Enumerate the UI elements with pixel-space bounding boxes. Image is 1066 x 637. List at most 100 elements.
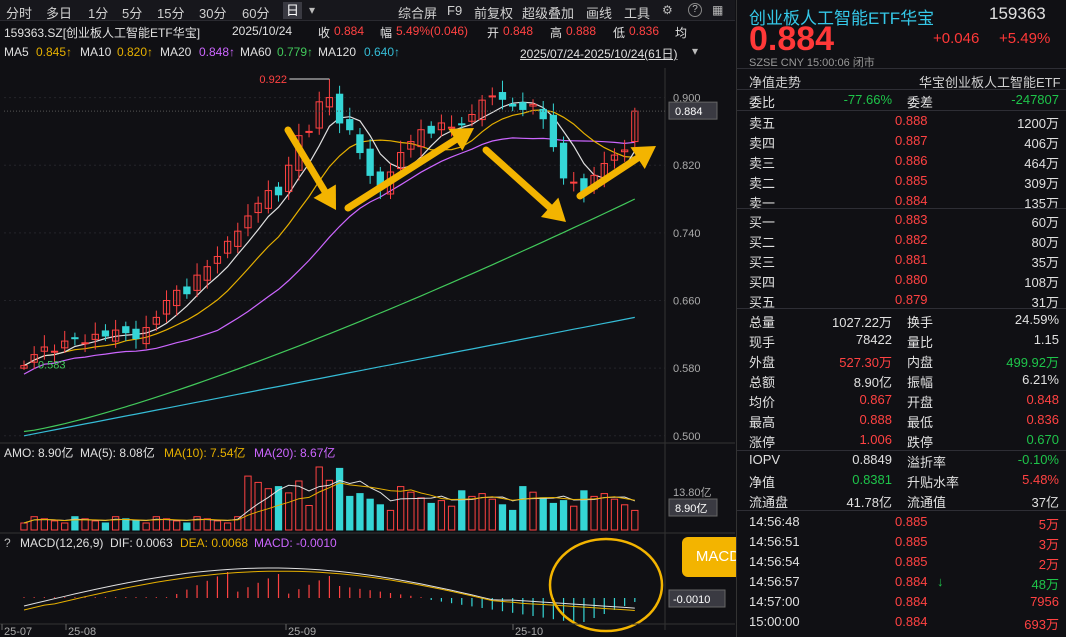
- candle-body: [478, 99, 486, 121]
- candle-body: [101, 330, 110, 337]
- volume-bar: [376, 504, 384, 531]
- ask-row[interactable]: 卖二 0.885 309万: [737, 171, 1066, 191]
- security-name: 创业板人工智能ETF华宝: [749, 9, 935, 28]
- vol-tag-box: [668, 498, 718, 517]
- bid-row[interactable]: 买三 0.881 35万: [737, 250, 1066, 270]
- price-change: +0.046: [933, 30, 980, 47]
- layout-icon[interactable]: ▦: [712, 3, 724, 17]
- macd-tag-box: [668, 589, 726, 608]
- stat-row: 净值 0.8381 升贴水率 5.48%: [737, 470, 1066, 490]
- period-tab[interactable]: 多日: [46, 6, 73, 21]
- high-mark-label: 0.922: [259, 74, 287, 86]
- stat-row: 总量 1027.22万 换手 24.59%: [737, 310, 1066, 330]
- stat-value: 8.90亿: [853, 375, 892, 390]
- volume-bar: [132, 520, 140, 531]
- bid-row[interactable]: 买二 0.882 80万: [737, 230, 1066, 250]
- volume-bar: [631, 509, 639, 531]
- kline-chart[interactable]: 0.900 0.820 0.740 0.660 0.580 0.500 0.922 0.583…: [0, 0, 735, 637]
- candle-body: [529, 103, 537, 107]
- stat-value: -0.10%: [1017, 452, 1059, 467]
- stat-label: 内盘: [907, 355, 934, 370]
- stat-value: 0.867: [859, 392, 892, 407]
- vol-tag: 8.90亿: [675, 502, 707, 515]
- ask-level-label: 卖五: [749, 116, 776, 131]
- period-tab[interactable]: 5分: [122, 6, 143, 21]
- price-tick-label: 0.820: [673, 160, 701, 172]
- tab-fund-name[interactable]: 华宝创业板人工智能ETF: [919, 75, 1061, 90]
- tick-price: 0.885: [895, 514, 928, 529]
- bid-volume: 108万: [1024, 275, 1059, 290]
- tool-button[interactable]: 综合屏: [398, 6, 438, 21]
- stat-label: 流通盘: [749, 495, 789, 510]
- date-range-selector[interactable]: 2025/07/24-2025/10/24(61日): [520, 47, 678, 61]
- ask-volume: 1200万: [1017, 116, 1059, 131]
- open-label: 开: [487, 26, 500, 40]
- candle-body: [20, 365, 28, 369]
- tick-volume: 693万: [1024, 617, 1059, 632]
- tool-button[interactable]: 工具: [624, 6, 651, 21]
- order-diff-label: 委差: [907, 95, 934, 110]
- gear-icon[interactable]: ⚙: [662, 3, 673, 17]
- tool-button[interactable]: 前复权: [474, 6, 514, 21]
- period-tab[interactable]: 15分: [157, 6, 185, 21]
- tick-price: 0.884: [895, 614, 928, 629]
- stat-label: 换手: [907, 315, 934, 330]
- volume-bar: [549, 502, 558, 531]
- stat-value: 5.48%: [1022, 472, 1059, 487]
- chevron-down-icon[interactable]: ▾: [692, 44, 699, 58]
- stat-label: 最低: [907, 415, 934, 430]
- bid-row[interactable]: 买四 0.880 108万: [737, 270, 1066, 290]
- more-periods-dropdown[interactable]: ▾: [309, 3, 316, 17]
- volume-bar: [40, 518, 49, 531]
- stat-label: 跌停: [907, 435, 934, 450]
- last-price-tag: 0.884: [675, 106, 703, 118]
- tick-volume: 5万: [1038, 517, 1059, 532]
- candle-body: [305, 130, 313, 133]
- vol-ma10-label: MA(10): 7.54亿: [164, 445, 245, 460]
- ask-row[interactable]: 卖四 0.887 406万: [737, 131, 1066, 151]
- ask-row[interactable]: 卖三 0.886 464万: [737, 151, 1066, 171]
- volume-bar: [162, 518, 171, 531]
- tool-button[interactable]: 超级叠加: [522, 6, 575, 21]
- candle-body: [397, 152, 405, 170]
- candle-body: [346, 119, 354, 131]
- period-tab[interactable]: 1分: [88, 6, 109, 21]
- help-icon[interactable]: ?: [688, 3, 702, 17]
- ask-price: 0.886: [895, 153, 928, 168]
- volume-bar: [478, 493, 486, 531]
- macd-dif: DIF: 0.0063: [110, 536, 173, 550]
- tick-volume: 3万: [1038, 537, 1059, 552]
- period-tab[interactable]: 分时: [6, 6, 33, 21]
- ma60-line: [23, 198, 636, 433]
- period-tab[interactable]: 60分: [242, 6, 270, 21]
- tick-volume: 2万: [1038, 557, 1059, 572]
- stat-value: 0.670: [1026, 432, 1059, 447]
- market-status: SZSE CNY 15:00:06 闭市: [749, 57, 875, 69]
- low-value: 0.836: [629, 24, 660, 38]
- period-tab-active[interactable]: 日: [283, 2, 303, 19]
- order-ratio-label: 委比: [749, 95, 776, 110]
- volume-bar: [620, 504, 629, 531]
- macd-dif-line: [23, 567, 635, 609]
- candle-body: [325, 97, 334, 108]
- tick-price: 0.885: [895, 554, 928, 569]
- ask-row[interactable]: 卖一 0.884 135万: [737, 191, 1066, 211]
- ask-level-label: 卖二: [749, 176, 776, 191]
- candle-body: [91, 333, 99, 340]
- tool-button[interactable]: F9: [447, 3, 463, 18]
- candle-body: [71, 337, 79, 340]
- ask-row[interactable]: 卖五 0.888 1200万: [737, 111, 1066, 131]
- candle-body: [50, 350, 59, 353]
- tool-button[interactable]: 画线: [586, 6, 613, 21]
- ask-volume: 464万: [1024, 156, 1059, 171]
- ask-price: 0.884: [895, 193, 928, 208]
- bid-row[interactable]: 买一 0.883 60万: [737, 210, 1066, 230]
- stat-row: 现手 78422 量比 1.15: [737, 330, 1066, 350]
- stat-value: 1.006: [859, 432, 892, 447]
- bid-row[interactable]: 买五 0.879 31万: [737, 290, 1066, 310]
- period-tab[interactable]: 30分: [199, 6, 227, 21]
- tab-nav-trend[interactable]: 净值走势: [749, 75, 802, 90]
- stat-value: 6.21%: [1022, 372, 1059, 387]
- volume-bar: [468, 495, 476, 531]
- stat-value: 41.78亿: [846, 495, 892, 510]
